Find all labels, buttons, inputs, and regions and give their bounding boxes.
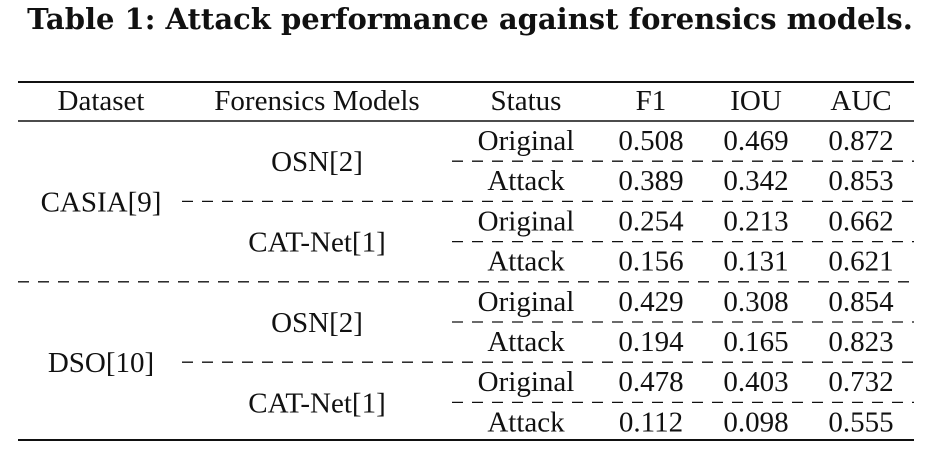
status-cell: Attack [487, 246, 565, 278]
model-cell: CAT-Net[1] [248, 227, 385, 259]
auc-cell: 0.621 [828, 246, 893, 278]
iou-cell: 0.403 [723, 366, 788, 398]
f1-cell: 0.156 [618, 246, 683, 278]
auc-cell: 0.555 [828, 406, 893, 438]
model-cell: OSN[2] [271, 146, 363, 178]
model-cell: OSN[2] [271, 307, 363, 339]
header-auc: AUC [830, 85, 891, 117]
iou-cell: 0.308 [723, 286, 788, 318]
f1-cell: 0.112 [619, 406, 683, 438]
status-cell: Attack [487, 326, 565, 358]
f1-cell: 0.194 [618, 326, 684, 358]
iou-cell: 0.469 [723, 125, 788, 157]
f1-cell: 0.254 [618, 205, 684, 237]
header-f1: F1 [636, 85, 667, 117]
header-status: Status [491, 85, 562, 117]
status-cell: Original [478, 205, 575, 237]
iou-cell: 0.342 [723, 165, 788, 197]
auc-cell: 0.662 [828, 205, 893, 237]
status-cell: Attack [487, 165, 565, 197]
f1-cell: 0.508 [618, 125, 683, 157]
status-cell: Attack [487, 406, 565, 438]
table-caption: Table 1: Attack performance against fore… [27, 2, 913, 36]
status-cell: Original [478, 125, 575, 157]
header-iou: IOU [730, 85, 782, 117]
iou-cell: 0.098 [723, 406, 788, 438]
auc-cell: 0.854 [828, 286, 894, 318]
f1-cell: 0.478 [618, 366, 683, 398]
status-cell: Original [478, 366, 575, 398]
header-dataset: Dataset [58, 85, 145, 117]
header-forensics-models: Forensics Models [214, 85, 419, 117]
dataset-cell: CASIA[9] [41, 186, 162, 218]
iou-cell: 0.213 [723, 205, 788, 237]
auc-cell: 0.853 [828, 165, 893, 197]
iou-cell: 0.165 [723, 326, 788, 358]
dataset-cell: DSO[10] [48, 347, 154, 379]
auc-cell: 0.872 [828, 125, 893, 157]
f1-cell: 0.429 [618, 286, 683, 318]
auc-cell: 0.823 [828, 326, 893, 358]
f1-cell: 0.389 [618, 165, 683, 197]
model-cell: CAT-Net[1] [248, 387, 385, 419]
iou-cell: 0.131 [723, 246, 788, 278]
auc-cell: 0.732 [828, 366, 893, 398]
status-cell: Original [478, 286, 575, 318]
